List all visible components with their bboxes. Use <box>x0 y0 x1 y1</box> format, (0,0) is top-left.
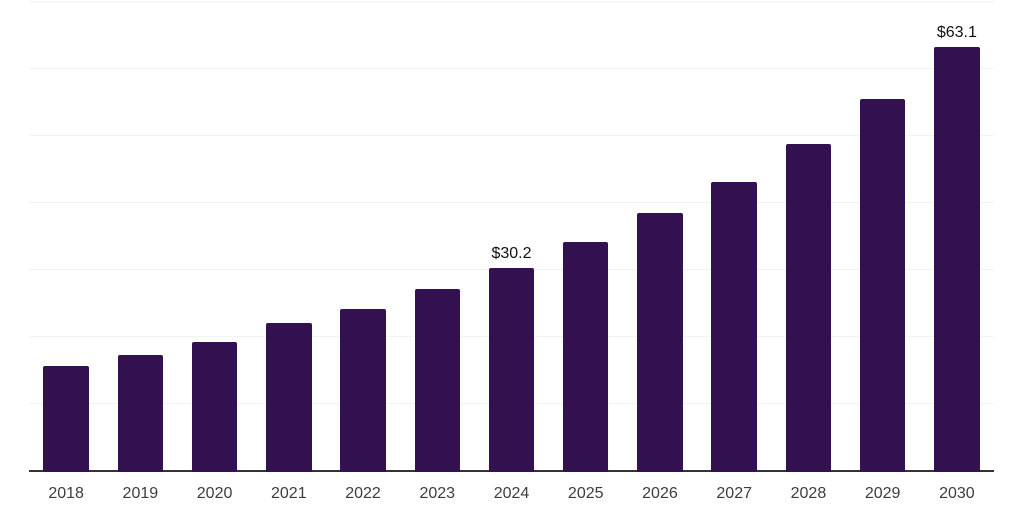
gridline <box>29 68 994 69</box>
value-label-2024: $30.2 <box>491 244 532 262</box>
bar-2019 <box>117 354 164 472</box>
bar-2020 <box>191 342 238 472</box>
x-tick-label-2020: 2020 <box>196 485 233 502</box>
x-tick-label-2029: 2029 <box>864 485 901 502</box>
value-label-2030: $63.1 <box>936 24 977 42</box>
bar-2025 <box>562 242 609 472</box>
x-tick-label-2023: 2023 <box>419 485 456 502</box>
bar-2023 <box>414 289 461 472</box>
x-tick-label-2022: 2022 <box>345 485 381 502</box>
gridline <box>29 1 994 2</box>
bar-2030 <box>934 47 980 472</box>
gridline <box>29 135 994 136</box>
x-tick-label-2024: 2024 <box>493 485 530 502</box>
bar-2027 <box>711 181 757 472</box>
bar-2024 <box>488 267 535 472</box>
bar-2029 <box>859 98 906 472</box>
bar-2018 <box>43 366 89 472</box>
x-tick-label-2030: 2030 <box>939 485 975 502</box>
bar-2021 <box>266 323 312 472</box>
x-tick-label-2028: 2028 <box>790 485 827 502</box>
bar-2022 <box>340 308 386 472</box>
x-tick-label-2025: 2025 <box>567 485 604 502</box>
x-tick-label-2018: 2018 <box>48 485 84 502</box>
x-tick-label-2026: 2026 <box>642 485 678 502</box>
x-tick-label-2019: 2019 <box>122 485 159 502</box>
bar-2026 <box>637 212 683 472</box>
x-tick-label-2027: 2027 <box>716 485 752 502</box>
bar-2028 <box>785 144 832 472</box>
x-tick-label-2021: 2021 <box>271 485 307 502</box>
gridline <box>29 202 994 203</box>
